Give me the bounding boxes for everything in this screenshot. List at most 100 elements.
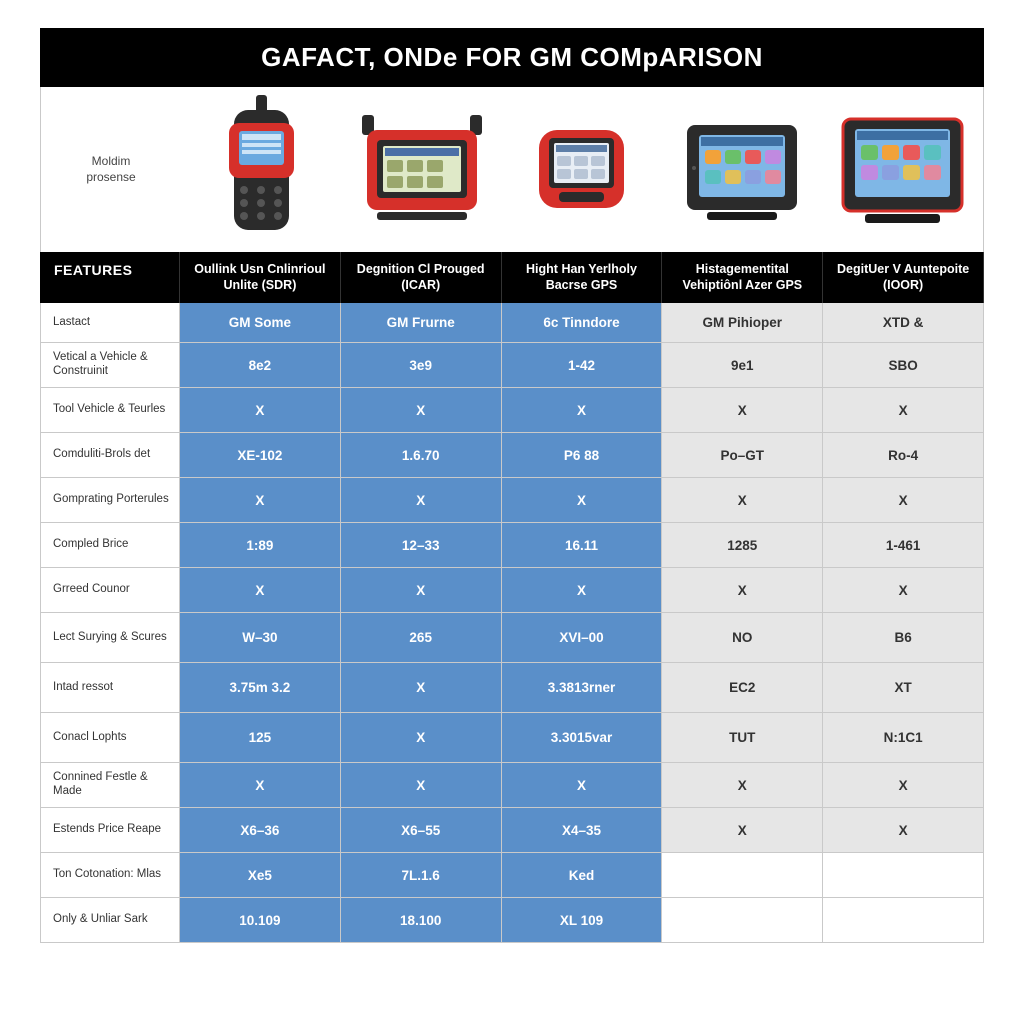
table-row: Only & Unliar Sark10.10918.100XL 109: [40, 898, 984, 943]
table-cell: X4–35: [502, 808, 663, 853]
table-cell: X: [341, 568, 502, 613]
table-cell: 125: [180, 713, 341, 763]
product-image-2: [341, 87, 501, 252]
table-header-row: FEATURES Oullink Usn Cnlinrioul Unlite (…: [40, 252, 984, 303]
table-cell: XE-102: [180, 433, 341, 478]
header-col-2: Degnition Cl Prouged (ICAR): [341, 252, 502, 303]
table-cell: X: [502, 478, 663, 523]
table-cell: X: [662, 808, 823, 853]
table-cell: Ro-4: [823, 433, 984, 478]
table-cell: 3.3813rner: [502, 663, 663, 713]
table-cell: GM Pihioper: [662, 303, 823, 343]
table-cell: 8e2: [180, 343, 341, 388]
table-cell: X: [341, 388, 502, 433]
table-cell: X: [180, 478, 341, 523]
table-cell: X: [823, 808, 984, 853]
row-label: Comduliti-Brols det: [40, 433, 180, 478]
table-row: LastactGM SomeGM Frurne6c TinndoreGM Pih…: [40, 303, 984, 343]
row-label: Conacl Lophts: [40, 713, 180, 763]
row-label: Tool Vehicle & Teurles: [40, 388, 180, 433]
table-cell: 16.11: [502, 523, 663, 568]
device-tablet-a-icon: [677, 110, 807, 230]
table-cell: 1285: [662, 523, 823, 568]
table-cell: [823, 898, 984, 943]
table-cell: X: [662, 763, 823, 808]
page-title: GAFACT, ONDe FOR GM COMpARISON: [40, 28, 984, 87]
table-cell: X: [823, 568, 984, 613]
table-row: Lect Surying & ScuresW–30265XVI–00NOB6: [40, 613, 984, 663]
header-features: FEATURES: [40, 252, 180, 303]
row-label: Intad ressot: [40, 663, 180, 713]
table-cell: X: [341, 663, 502, 713]
device-rugged-tablet-icon: [357, 110, 487, 230]
table-cell: 10.109: [180, 898, 341, 943]
table-row: Estends Price ReapeX6–36X6–55X4–35XX: [40, 808, 984, 853]
table-cell: XVI–00: [502, 613, 663, 663]
table-cell: TUT: [662, 713, 823, 763]
table-cell: P6 88: [502, 433, 663, 478]
table-row: Gomprating PorterulesXXXXX: [40, 478, 984, 523]
row-label: Ton Cotonation: Mlas: [40, 853, 180, 898]
table-cell: N:1C1: [823, 713, 984, 763]
table-cell: X: [823, 763, 984, 808]
table-cell: Po–GT: [662, 433, 823, 478]
table-cell: 1-42: [502, 343, 663, 388]
table-body: LastactGM SomeGM Frurne6c TinndoreGM Pih…: [40, 303, 984, 943]
device-handheld-icon: [214, 95, 309, 245]
table-cell: 1:89: [180, 523, 341, 568]
table-cell: 12–33: [341, 523, 502, 568]
table-cell: 1.6.70: [341, 433, 502, 478]
table-cell: X: [341, 478, 502, 523]
table-cell: 9e1: [662, 343, 823, 388]
table-cell: [823, 853, 984, 898]
product-image-1: [181, 87, 341, 252]
table-cell: NO: [662, 613, 823, 663]
table-cell: X: [180, 568, 341, 613]
table-cell: XTD &: [823, 303, 984, 343]
side-label: Moldim prosense: [41, 87, 181, 252]
row-label: Only & Unliar Sark: [40, 898, 180, 943]
device-tablet-b-icon: [835, 107, 970, 232]
table-cell: W–30: [180, 613, 341, 663]
table-cell: X: [341, 713, 502, 763]
table-row: Compled Brice1:8912–3316.1112851-461: [40, 523, 984, 568]
table-cell: XL 109: [502, 898, 663, 943]
table-row: Tool Vehicle & TeurlesXXXXX: [40, 388, 984, 433]
table-cell: X: [341, 763, 502, 808]
table-cell: Xe5: [180, 853, 341, 898]
product-image-4: [662, 87, 822, 252]
row-label: Gomprating Porterules: [40, 478, 180, 523]
table-row: Grreed CounorXXXXX: [40, 568, 984, 613]
product-image-3: [502, 87, 662, 252]
table-cell: B6: [823, 613, 984, 663]
table-row: Ton Cotonation: MlasXe57L.1.6Ked: [40, 853, 984, 898]
row-label: Estends Price Reape: [40, 808, 180, 853]
table-cell: 3e9: [341, 343, 502, 388]
table-cell: X: [502, 763, 663, 808]
table-cell: 3.75m 3.2: [180, 663, 341, 713]
table-cell: [662, 853, 823, 898]
table-cell: X: [502, 388, 663, 433]
table-cell: XT: [823, 663, 984, 713]
row-label: Grreed Counor: [40, 568, 180, 613]
table-cell: 3.3015var: [502, 713, 663, 763]
table-cell: X: [823, 388, 984, 433]
table-cell: 265: [341, 613, 502, 663]
table-cell: X: [662, 388, 823, 433]
header-col-4: Histagementital Vehiptiônl Azer GPS: [662, 252, 823, 303]
table-row: Intad ressot3.75m 3.2X3.3813rnerEC2XT: [40, 663, 984, 713]
table-cell: GM Frurne: [341, 303, 502, 343]
device-compact-icon: [524, 110, 639, 230]
table-cell: 6c Tinndore: [502, 303, 663, 343]
row-label: Lect Surying & Scures: [40, 613, 180, 663]
table-row: Vetical a Vehicle & Construinit8e23e91-4…: [40, 343, 984, 388]
table-row: Connined Festle & MadeXXXXX: [40, 763, 984, 808]
table-cell: SBO: [823, 343, 984, 388]
table-cell: X: [662, 478, 823, 523]
table-row: Comduliti-Brols detXE-1021.6.70P6 88Po–G…: [40, 433, 984, 478]
product-image-5: [823, 87, 983, 252]
table-cell: EC2: [662, 663, 823, 713]
header-col-3: Hight Han Yerlholy Bacrse GPS: [502, 252, 663, 303]
row-label: Vetical a Vehicle & Construinit: [40, 343, 180, 388]
table-cell: [662, 898, 823, 943]
